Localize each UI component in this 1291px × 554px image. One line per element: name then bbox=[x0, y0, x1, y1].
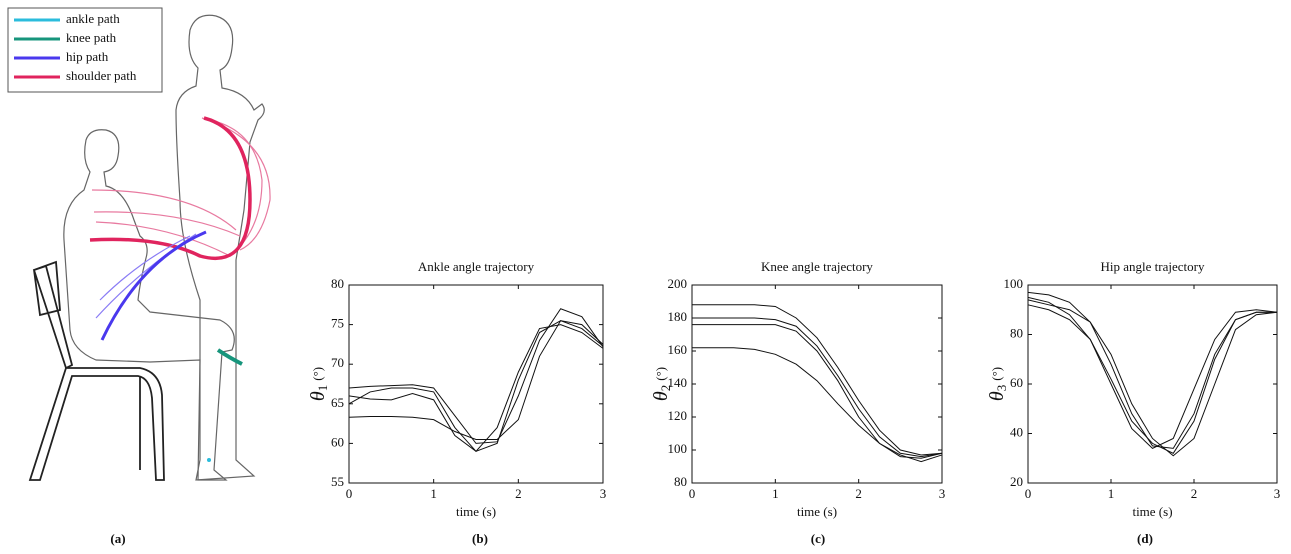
panel-label: (c) bbox=[811, 531, 825, 546]
legend: ankle path knee path hip path shoulder path bbox=[14, 11, 137, 83]
y-tick-label: 100 bbox=[1004, 276, 1024, 291]
y-tick-label: 60 bbox=[1010, 375, 1023, 390]
data-line bbox=[348, 324, 604, 452]
y-label-unit: (°) bbox=[653, 367, 668, 381]
plot-frame bbox=[348, 284, 604, 484]
x-axis-label: time (s) bbox=[797, 504, 837, 519]
data-line bbox=[692, 304, 943, 456]
x-axis-label: time (s) bbox=[1132, 504, 1172, 519]
y-label-subscript: 3 bbox=[994, 385, 1009, 392]
chart-title: Ankle angle trajectory bbox=[418, 259, 535, 274]
sitting-figure bbox=[63, 129, 235, 481]
chair bbox=[28, 260, 165, 481]
y-tick-label: 200 bbox=[668, 276, 688, 291]
x-tick-label: 0 bbox=[1025, 486, 1032, 501]
y-label-unit: (°) bbox=[989, 367, 1004, 381]
y-label-symbol: θ bbox=[650, 391, 672, 401]
x-tick-label: 3 bbox=[939, 486, 946, 501]
x-tick-label: 1 bbox=[1108, 486, 1115, 501]
data-line bbox=[692, 324, 943, 459]
y-tick-label: 80 bbox=[674, 474, 687, 489]
plot-frame bbox=[691, 284, 943, 484]
data-line bbox=[1027, 291, 1277, 449]
y-tick-label: 75 bbox=[331, 316, 344, 331]
x-tick-label: 0 bbox=[346, 486, 353, 501]
chart-title: Knee angle trajectory bbox=[761, 259, 873, 274]
plot-frame bbox=[1027, 284, 1278, 484]
y-label-unit: (°) bbox=[310, 367, 325, 381]
y-tick-label: 140 bbox=[668, 375, 688, 390]
panel-label: (a) bbox=[110, 531, 125, 546]
y-tick-label: 65 bbox=[331, 395, 344, 410]
y-label-symbol: θ bbox=[307, 391, 329, 401]
y-label-subscript: 1 bbox=[315, 385, 330, 392]
x-tick-label: 2 bbox=[515, 486, 522, 501]
x-tick-label: 0 bbox=[689, 486, 696, 501]
data-line bbox=[692, 317, 943, 458]
y-label-symbol: θ bbox=[986, 391, 1008, 401]
y-axis-label: θ3 (°) bbox=[986, 367, 1009, 401]
chart: Knee angle trajectory8010012014016018020… bbox=[650, 259, 946, 519]
y-tick-label: 20 bbox=[1010, 474, 1023, 489]
chart: Ankle angle trajectory 55 60 65 70 75 80 0 1 2 3 ti… bbox=[307, 259, 607, 519]
data-line bbox=[1027, 304, 1278, 449]
x-tick-label: 3 bbox=[1274, 486, 1281, 501]
chart-title: Hip angle trajectory bbox=[1101, 259, 1205, 274]
y-tick-label: 80 bbox=[331, 276, 344, 291]
data-line bbox=[348, 320, 604, 452]
x-axis-label: time (s) bbox=[456, 504, 496, 519]
x-tick-label: 1 bbox=[772, 486, 779, 501]
panel-label: (d) bbox=[1137, 531, 1153, 546]
data-line bbox=[348, 320, 604, 440]
y-tick-label: 40 bbox=[1010, 424, 1023, 439]
chart: Hip angle trajectory 20 40 60 80 100 0 1 2 3 time … bbox=[986, 259, 1281, 519]
panel-labels: (a) (b) (c) (d) bbox=[110, 531, 1153, 546]
standing-figure bbox=[175, 14, 265, 481]
y-tick-label: 180 bbox=[668, 309, 688, 324]
data-line bbox=[348, 308, 604, 444]
y-label-subscript: 2 bbox=[658, 385, 673, 392]
x-tick-label: 2 bbox=[855, 486, 862, 501]
data-line bbox=[1027, 299, 1278, 457]
legend-label: hip path bbox=[66, 49, 109, 64]
y-tick-label: 60 bbox=[331, 434, 344, 449]
y-tick-label: 160 bbox=[668, 342, 688, 357]
x-tick-label: 2 bbox=[1191, 486, 1198, 501]
legend-label: shoulder path bbox=[66, 68, 137, 83]
y-tick-label: 80 bbox=[1010, 325, 1023, 340]
panel-label: (b) bbox=[472, 531, 488, 546]
y-axis-label: θ1 (°) bbox=[307, 367, 330, 401]
data-line bbox=[1027, 296, 1277, 454]
x-tick-label: 1 bbox=[430, 486, 437, 501]
motion-paths bbox=[89, 116, 271, 462]
legend-label: knee path bbox=[66, 30, 117, 45]
illustration: ankle path knee path hip path shoulder path bbox=[7, 7, 271, 481]
y-tick-label: 70 bbox=[331, 355, 344, 370]
legend-label: ankle path bbox=[66, 11, 120, 26]
y-tick-label: 100 bbox=[668, 441, 688, 456]
y-axis-label: θ2 (°) bbox=[650, 367, 673, 401]
y-tick-label: 120 bbox=[668, 408, 688, 423]
data-line bbox=[692, 347, 943, 463]
x-tick-label: 3 bbox=[600, 486, 607, 501]
y-tick-label: 55 bbox=[331, 474, 344, 489]
